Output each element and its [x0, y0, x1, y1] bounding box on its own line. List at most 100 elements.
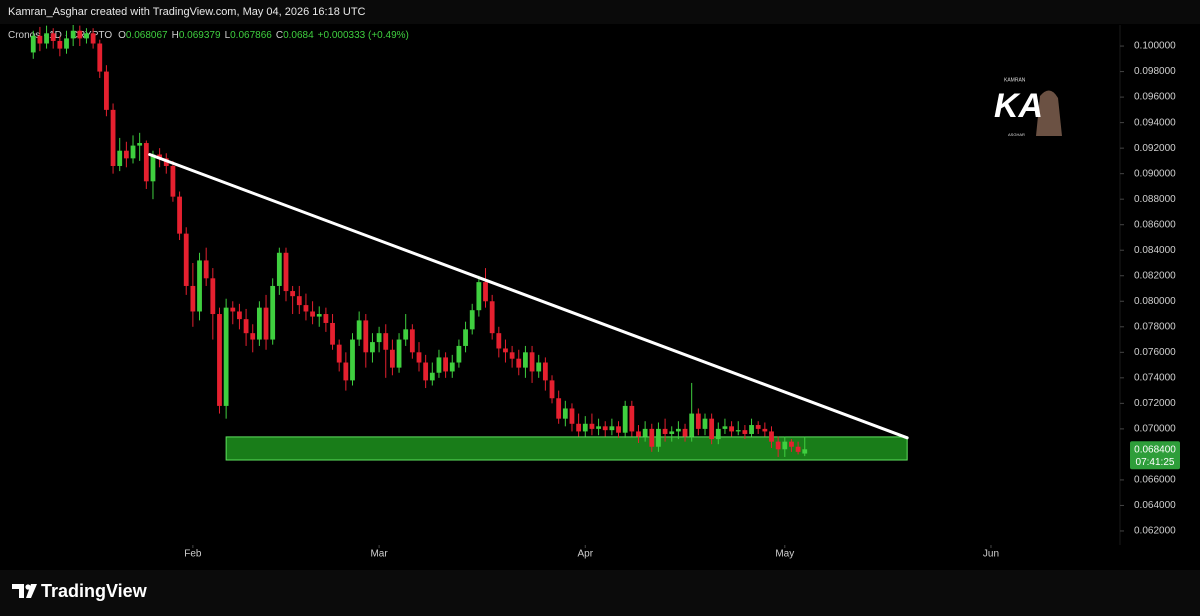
candle-body: [157, 154, 163, 159]
y-tick-label: 0.082000: [1134, 270, 1176, 281]
legend-value: 0.069379: [179, 30, 221, 41]
y-tick-label: 0.084000: [1134, 245, 1176, 256]
candle-body: [197, 260, 202, 312]
watermark-main: KA: [994, 87, 1043, 125]
legend-change: +0.000333 (+0.49%): [318, 30, 409, 41]
watermark: KAMRAN KA ASGHAR: [992, 77, 1064, 138]
candle-body: [742, 430, 748, 434]
candle-body: [323, 314, 329, 323]
candle-body: [143, 143, 149, 182]
legend-key: H: [172, 30, 179, 41]
y-tick-label: 0.076000: [1134, 347, 1176, 358]
candle-body: [256, 307, 262, 340]
countdown: 07:41:25: [1136, 457, 1175, 468]
candle-body: [84, 33, 89, 39]
candle-body: [423, 362, 429, 381]
candle-body: [789, 441, 794, 447]
candle-body: [190, 285, 196, 312]
candle-body: [376, 333, 382, 343]
x-tick-label: Apr: [577, 549, 593, 560]
candle-body: [370, 342, 375, 353]
candle-body: [290, 291, 296, 297]
candle-body: [90, 33, 96, 44]
candle-body: [582, 423, 588, 432]
candle-body: [476, 282, 482, 311]
header: Kamran_Asghar created with TradingView.c…: [8, 6, 366, 18]
y-tick-label: 0.098000: [1134, 66, 1176, 77]
candle-body: [217, 314, 222, 406]
candle-body: [363, 320, 369, 353]
candle-body: [243, 319, 249, 334]
candle-body: [310, 311, 315, 317]
candle-body: [762, 428, 768, 432]
candle-body: [483, 282, 488, 302]
candle-body: [409, 329, 415, 353]
candle-body: [735, 430, 741, 432]
candle-body: [396, 339, 402, 368]
watermark-top: KAMRAN: [1004, 77, 1026, 83]
y-tick-label: 0.072000: [1134, 398, 1176, 409]
legend-value: 0.067866: [230, 30, 272, 41]
candle-body: [795, 446, 801, 452]
candle-body: [769, 431, 774, 442]
y-tick-label: 0.080000: [1134, 296, 1176, 307]
candle-body: [542, 362, 548, 381]
candle-body: [689, 413, 695, 437]
candle-body: [330, 322, 335, 345]
candle-body: [64, 38, 69, 49]
legend-key: L: [225, 30, 231, 41]
legend-key: C: [276, 30, 283, 41]
y-tick-label: 0.070000: [1134, 424, 1176, 435]
x-tick-label: May: [775, 549, 794, 560]
x-tick-label: Mar: [370, 549, 388, 560]
y-tick-label: 0.078000: [1134, 321, 1176, 332]
plot-area: [30, 25, 909, 461]
candle-body: [356, 320, 362, 340]
candle-body: [117, 150, 123, 167]
candle-body: [137, 143, 143, 146]
candle-body: [469, 310, 475, 330]
candle-body: [276, 252, 282, 286]
candle-body: [709, 418, 715, 440]
watermark-bottom: ASGHAR: [1008, 132, 1025, 137]
candle-body: [183, 233, 189, 286]
candle-body: [97, 43, 103, 72]
footer-brand: TradingView: [41, 581, 148, 601]
legend-value: 0.068067: [126, 30, 168, 41]
candle-body: [403, 329, 409, 340]
candle-body: [755, 425, 761, 429]
candle-body: [130, 145, 136, 159]
candle-body: [616, 426, 621, 433]
candle-body: [622, 405, 628, 433]
candle-body: [749, 425, 754, 434]
candle-body: [715, 428, 721, 440]
candle-body: [336, 344, 342, 363]
candle-body: [383, 333, 389, 350]
y-tick-label: 0.100000: [1134, 41, 1176, 52]
candle-body: [416, 352, 422, 363]
candle-body: [729, 426, 734, 432]
candle-body: [110, 109, 116, 167]
candle-body: [523, 352, 528, 368]
y-tick-label: 0.086000: [1134, 219, 1176, 230]
candle-body: [589, 423, 595, 429]
candle-body: [37, 35, 43, 44]
candle-body: [463, 329, 468, 346]
candle-body: [283, 252, 289, 292]
candle-body: [636, 431, 641, 437]
candle-body: [237, 311, 242, 320]
candle-body: [489, 301, 495, 334]
candle-body: [802, 449, 808, 454]
header-bar: [0, 0, 1200, 24]
candle-body: [123, 150, 129, 159]
x-tick-label: Jun: [983, 549, 999, 560]
candle-body: [609, 426, 615, 431]
candle-body: [30, 35, 36, 53]
y-tick-label: 0.094000: [1134, 117, 1176, 128]
y-tick-label: 0.064000: [1134, 500, 1176, 511]
y-tick-label: 0.074000: [1134, 372, 1176, 383]
candle-body: [596, 426, 601, 429]
last-price-label: 0.068400: [1134, 444, 1176, 455]
candle-body: [549, 380, 555, 399]
